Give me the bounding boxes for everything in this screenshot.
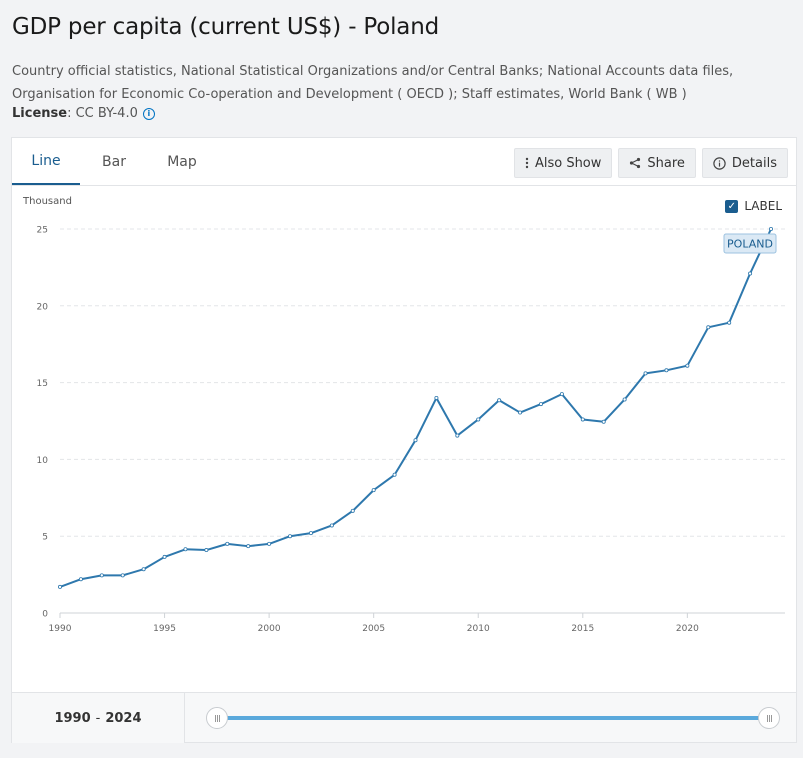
details-label: Details — [731, 155, 777, 171]
data-point — [225, 541, 230, 546]
data-point — [78, 577, 83, 582]
series-line-poland — [59, 228, 772, 588]
tab-map[interactable]: Map — [167, 154, 197, 170]
y-tick-label: 0 — [42, 610, 48, 620]
data-point — [580, 417, 585, 422]
series-label-text: POLAND — [727, 238, 773, 251]
info-circle-icon — [713, 156, 726, 170]
gridlines — [60, 228, 785, 614]
data-point — [392, 472, 397, 477]
label-toggle-text: LABEL — [744, 199, 782, 213]
range-start: 1990 — [54, 710, 91, 726]
label-toggle: ✓ LABEL — [725, 199, 782, 213]
y-axis-unit-label: Thousand — [22, 196, 72, 207]
x-tick-label: 2010 — [467, 624, 490, 634]
range-end: 2024 — [105, 710, 142, 726]
license-value: : CC BY-4.0 — [67, 106, 138, 121]
data-point — [413, 438, 418, 443]
data-point — [538, 402, 543, 407]
y-axis-ticks: 0 5 10 15 20 25 — [37, 226, 49, 620]
range-separator: - — [95, 710, 101, 726]
data-point — [162, 554, 167, 559]
data-point — [183, 547, 188, 552]
y-tick-label: 25 — [37, 226, 48, 236]
range-footer: 1990 - 2024 — [12, 692, 796, 743]
y-tick-label: 15 — [37, 379, 48, 389]
data-point — [350, 508, 355, 513]
data-point — [246, 544, 251, 549]
data-point — [622, 397, 627, 402]
info-icon[interactable]: i — [142, 107, 155, 120]
data-point — [497, 398, 502, 403]
data-point — [329, 523, 334, 528]
data-point — [643, 371, 648, 376]
y-tick-label: 20 — [37, 302, 49, 312]
details-button[interactable]: Details — [701, 148, 788, 178]
data-point — [434, 395, 439, 400]
chart-actions: Also Show Share Details — [513, 148, 788, 178]
page-title: GDP per capita (current US$) - Poland — [12, 14, 439, 40]
data-point — [267, 541, 272, 546]
license-row: License: CC BY-4.0 i — [12, 106, 155, 121]
data-point — [308, 531, 313, 536]
source-text: Country official statistics, National St… — [12, 64, 734, 102]
year-range: 1990 - 2024 — [12, 693, 185, 743]
data-point — [371, 488, 376, 493]
x-tick-label: 2000 — [258, 624, 281, 634]
license-label: License — [12, 106, 68, 121]
range-slider-track[interactable] — [217, 716, 770, 720]
share-button[interactable]: Share — [618, 148, 696, 178]
x-tick-label: 1995 — [153, 624, 176, 634]
line-chart: Thousand 0 5 10 15 20 25 1990 1995 2000 2005 2010… — [22, 196, 785, 634]
data-point — [288, 534, 293, 539]
data-point — [58, 584, 63, 589]
x-axis-ticks: 1990 1995 2000 2005 2010 2015 2020 — [49, 613, 699, 634]
tab-line[interactable]: Line — [12, 138, 80, 186]
data-point — [685, 363, 690, 368]
data-point — [99, 573, 104, 578]
data-point — [769, 227, 774, 232]
x-tick-label: 2015 — [571, 624, 594, 634]
also-show-label: Also Show — [534, 155, 602, 171]
chart-tabs: Line Bar Map — [12, 138, 216, 186]
range-slider-start-handle[interactable] — [206, 707, 228, 729]
chart-panel: Line Bar Map Also Show Share Details Tho… — [11, 137, 797, 743]
data-point — [204, 548, 209, 553]
series-label-box — [723, 233, 777, 254]
data-point — [455, 433, 460, 438]
tab-bar[interactable]: Bar — [102, 154, 126, 170]
data-point — [727, 320, 732, 325]
series-poland: POLAND — [58, 227, 777, 589]
data-point — [141, 567, 146, 572]
share-icon — [630, 157, 641, 169]
also-show-button[interactable]: Also Show — [513, 148, 613, 178]
data-point — [748, 271, 753, 276]
y-tick-label: 5 — [42, 533, 48, 543]
data-point — [664, 368, 669, 373]
tab-divider — [12, 185, 796, 186]
x-tick-label: 2020 — [676, 624, 699, 634]
data-point — [518, 410, 523, 415]
series-label: POLAND — [723, 233, 777, 254]
data-point — [476, 417, 481, 422]
y-tick-label: 10 — [37, 456, 49, 466]
range-slider-end-handle[interactable] — [758, 707, 780, 729]
data-point — [120, 573, 125, 578]
data-point — [706, 325, 711, 330]
share-label: Share — [647, 155, 685, 171]
data-point — [559, 392, 564, 397]
x-tick-label: 2005 — [362, 624, 385, 634]
x-tick-label: 1990 — [49, 624, 72, 634]
data-point — [601, 419, 606, 424]
more-vertical-icon — [525, 157, 529, 169]
label-checkbox[interactable]: ✓ — [725, 199, 739, 213]
